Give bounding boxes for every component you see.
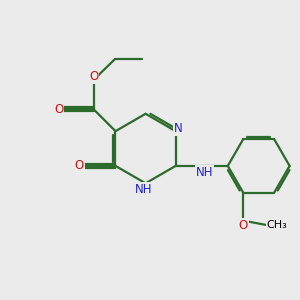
Text: NH: NH <box>196 166 213 179</box>
Text: N: N <box>174 122 182 135</box>
Text: O: O <box>89 70 98 83</box>
Text: CH₃: CH₃ <box>267 220 287 230</box>
Text: NH: NH <box>135 183 153 196</box>
Text: O: O <box>238 219 248 232</box>
Text: O: O <box>54 103 64 116</box>
Text: O: O <box>75 159 84 172</box>
